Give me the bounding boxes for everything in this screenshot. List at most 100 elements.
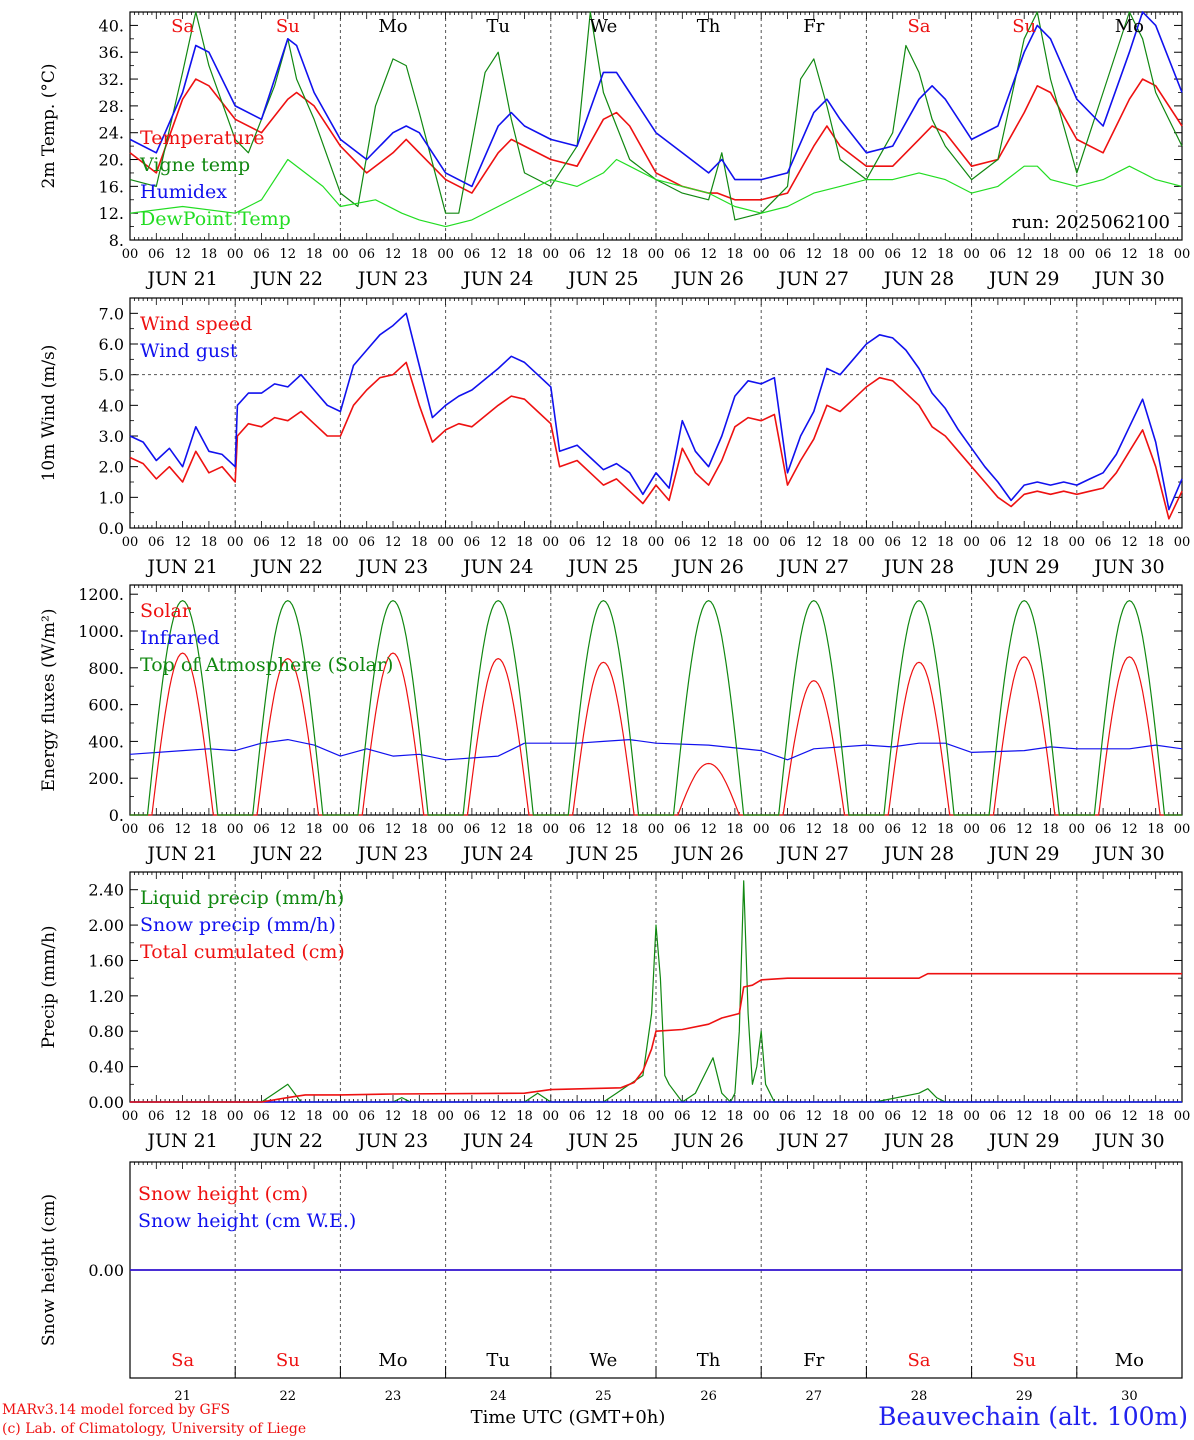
- hour-label: 00: [543, 1109, 560, 1124]
- legend-entry: Temperature: [140, 127, 264, 149]
- hour-label: 12: [700, 535, 717, 550]
- hour-label: 06: [148, 535, 165, 550]
- date-label: JUN 24: [461, 1130, 533, 1152]
- date-label: JUN 21: [145, 556, 217, 578]
- hour-label: 12: [1121, 535, 1138, 550]
- hour-label: 06: [674, 1109, 691, 1124]
- y-axis-label: 10m Wind (m/s): [39, 345, 59, 482]
- series-line-liquid-precip-mm-h: [130, 880, 1182, 1103]
- hour-label: 18: [621, 1109, 638, 1124]
- hour-label: 12: [806, 1109, 823, 1124]
- hour-label: 12: [1121, 822, 1138, 837]
- date-label: JUN 30: [1092, 556, 1164, 578]
- hour-label: 06: [1095, 535, 1112, 550]
- hour-label: 12: [1016, 535, 1033, 550]
- date-label: JUN 30: [1092, 268, 1164, 290]
- hour-label: 00: [1069, 822, 1086, 837]
- hour-label: 00: [648, 535, 665, 550]
- day-number: 30: [1121, 1389, 1138, 1404]
- y-tick-label: 800.: [88, 659, 124, 678]
- day-name: Fr: [803, 1350, 824, 1371]
- panel-wind: 0.0 1.0 2.0 3.0 4.0 5.0 6.0 7.0 10m Wind (m/s) Wi…: [39, 297, 1190, 578]
- hour-label: 12: [911, 1109, 928, 1124]
- y-tick-label: 1.20: [88, 987, 124, 1006]
- hour-label: 18: [201, 247, 218, 262]
- day-name: Su: [276, 1350, 300, 1371]
- hour-label: 18: [306, 535, 323, 550]
- date-label: JUN 21: [145, 1130, 217, 1152]
- date-label: JUN 24: [461, 556, 533, 578]
- hour-label: 00: [858, 535, 875, 550]
- hour-label: 12: [490, 247, 507, 262]
- date-label: JUN 27: [777, 843, 849, 865]
- hour-label: 12: [174, 247, 191, 262]
- day-name: Sa: [171, 16, 194, 37]
- hour-label: 00: [963, 822, 980, 837]
- hour-label: 12: [911, 822, 928, 837]
- date-label: JUN 27: [777, 268, 849, 290]
- hour-label: 18: [516, 1109, 533, 1124]
- y-tick-label: 2.00: [88, 916, 124, 935]
- series-line-temperature: [129, 78, 1183, 201]
- day-number: 21: [174, 1389, 191, 1404]
- hour-label: 00: [963, 1109, 980, 1124]
- hour-label: 06: [464, 535, 481, 550]
- credit-line-1: MARv3.14 model forced by GFS: [2, 1402, 230, 1418]
- day-number: 25: [595, 1389, 612, 1404]
- hour-label: 06: [990, 1109, 1007, 1124]
- hour-label: 00: [332, 822, 349, 837]
- hour-label: 00: [543, 247, 560, 262]
- run-label: run: 2025062100: [1012, 212, 1170, 233]
- day-name: Th: [697, 16, 721, 37]
- day-number: 28: [911, 1389, 928, 1404]
- hour-label: 06: [464, 822, 481, 837]
- date-label: JUN 29: [987, 843, 1059, 865]
- hour-label: 06: [779, 822, 796, 837]
- date-label: JUN 28: [882, 556, 954, 578]
- day-name: Sa: [171, 1350, 194, 1371]
- hour-label: 18: [201, 535, 218, 550]
- hour-label: 18: [621, 535, 638, 550]
- hour-label: 18: [411, 247, 428, 262]
- hour-label: 06: [674, 822, 691, 837]
- date-label: JUN 21: [145, 843, 217, 865]
- date-label: JUN 30: [1092, 843, 1164, 865]
- hour-label: 18: [1147, 1109, 1164, 1124]
- hour-label: 18: [1042, 1109, 1059, 1124]
- hour-label: 06: [779, 247, 796, 262]
- hour-label: 06: [674, 535, 691, 550]
- hour-label: 06: [674, 247, 691, 262]
- hour-label: 06: [148, 822, 165, 837]
- hour-label: 12: [1121, 247, 1138, 262]
- hour-label: 12: [700, 822, 717, 837]
- hour-label: 00: [332, 535, 349, 550]
- legend-entry: Humidex: [140, 181, 227, 203]
- hour-label: 18: [727, 1109, 744, 1124]
- day-name: Su: [1012, 16, 1036, 37]
- hour-label: 00: [227, 1109, 244, 1124]
- day-number: 22: [280, 1389, 297, 1404]
- day-name: Mo: [1115, 1350, 1144, 1371]
- hour-label: 00: [858, 1109, 875, 1124]
- y-tick-label: 5.0: [99, 366, 124, 385]
- y-tick-label: 1.60: [88, 951, 124, 970]
- hour-label: 18: [832, 247, 849, 262]
- hour-label: 00: [858, 247, 875, 262]
- y-tick-label: 16.: [99, 177, 124, 196]
- hour-label: 18: [1042, 535, 1059, 550]
- y-axis-label: Precip (mm/h): [39, 925, 59, 1048]
- y-tick-label: 0.0: [99, 519, 124, 538]
- hour-label: 18: [621, 822, 638, 837]
- hour-label: 12: [385, 1109, 402, 1124]
- y-tick-label: 7.0: [99, 304, 124, 323]
- day-name: Mo: [378, 1350, 407, 1371]
- series-line-total-cumulated-cm: [130, 972, 1182, 1103]
- legend-entry: Snow height (cm): [138, 1183, 308, 1205]
- hour-label: 00: [227, 822, 244, 837]
- y-tick-label: 32.: [99, 70, 124, 89]
- panel-precip: 0.00 0.40 0.80 1.20 1.60 2.00 2.40 Precip (mm/h…: [39, 871, 1190, 1152]
- hour-label: 00: [753, 1109, 770, 1124]
- date-label: JUN 29: [987, 556, 1059, 578]
- y-tick-label: 0.80: [88, 1022, 124, 1041]
- hour-label: 12: [280, 1109, 297, 1124]
